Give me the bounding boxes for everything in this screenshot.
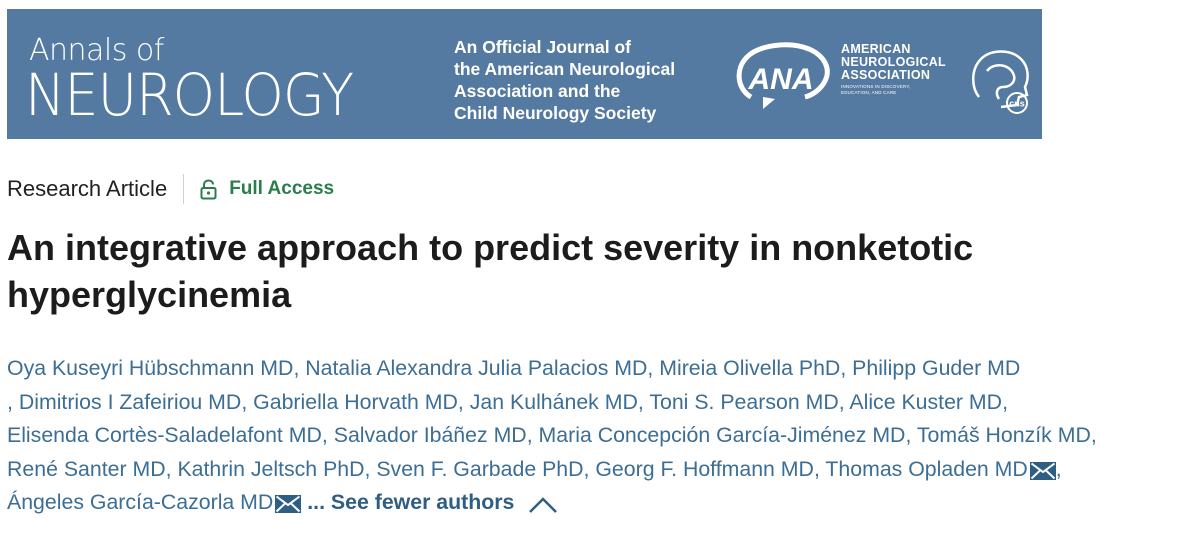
author-link[interactable]: Sven F. Garbade PhD xyxy=(376,456,584,481)
tagline-line: An Official Journal of xyxy=(454,37,631,57)
ellipsis: ... xyxy=(307,490,325,514)
tagline-line: Child Neurology Society xyxy=(454,103,657,123)
author-link[interactable]: Philipp Guder MD xyxy=(852,356,1021,380)
see-fewer-label: See fewer authors xyxy=(330,490,515,514)
cns-logo-text: cns xyxy=(1009,99,1025,109)
cns-logo-icon: cns xyxy=(972,50,1029,114)
lock-open-icon xyxy=(200,178,217,199)
access-label: Full Access xyxy=(229,178,335,199)
meta-divider xyxy=(183,174,185,204)
tagline-line: Association and the xyxy=(454,81,621,101)
author-link[interactable]: René Santer MD xyxy=(7,456,166,481)
ana-name: AMERICAN NEUROLOGICAL ASSOCIATION INNOVA… xyxy=(841,43,946,96)
author-link[interactable]: Kathrin Jeltsch PhD xyxy=(177,456,365,481)
ana-logo-text: ANA xyxy=(748,63,814,96)
article-meta: Research Article Full Access xyxy=(7,173,334,205)
author-link[interactable]: Georg F. Hoffmann MD xyxy=(595,456,814,481)
access-badge: Full Access xyxy=(200,178,334,200)
author-link[interactable]: Salvador Ibáñez MD xyxy=(333,423,527,447)
author-link[interactable]: Toni S. Pearson MD xyxy=(649,389,839,414)
ana-subtitle-line: EDUCATION, AND CARE xyxy=(841,90,897,95)
ana-name-line: ASSOCIATION xyxy=(841,68,931,82)
ana-name-line: NEUROLOGICAL xyxy=(841,55,946,69)
journal-name-line2: NEUROLOGY xyxy=(25,61,354,129)
ana-name-line: AMERICAN xyxy=(841,42,911,56)
author-link[interactable]: Thomas Opladen MD xyxy=(825,456,1028,481)
author-link[interactable]: Ángeles García-Cazorla MD xyxy=(7,490,274,514)
tagline-line: the American Neurological xyxy=(454,59,676,79)
author-link[interactable]: Oya Kuseyri Hübschmann MD xyxy=(7,356,294,380)
author-link[interactable]: Mireia Olivella PhD xyxy=(659,356,841,380)
chevron-up-icon xyxy=(529,497,558,513)
author-link[interactable]: Dimitrios I Zafeiriou MD xyxy=(18,389,242,414)
see-fewer-authors-button[interactable]: ... See fewer authors xyxy=(301,490,558,514)
author-link[interactable]: Alice Kuster MD xyxy=(849,389,1003,414)
author-link[interactable]: Tomáš Honzík MD xyxy=(916,423,1091,447)
ana-subtitle-line: INNOVATIONS IN DISCOVERY, xyxy=(841,84,911,89)
mail-icon[interactable] xyxy=(1029,461,1056,480)
author-link[interactable]: Jan Kulhánek MD xyxy=(469,389,638,414)
author-link[interactable]: Gabriella Horvath MD xyxy=(253,389,458,414)
author-link[interactable]: Elisenda Cortès-Saladelafont MD xyxy=(7,423,322,447)
article-type: Research Article xyxy=(7,176,168,201)
article-title: An integrative approach to predict sever… xyxy=(7,227,974,315)
author-link[interactable]: Maria Concepción García-Jiménez MD xyxy=(538,423,906,447)
author-link[interactable]: Natalia Alexandra Julia Palacios MD xyxy=(305,356,648,380)
author-list: Oya Kuseyri Hübschmann MD, Natalia Alexa… xyxy=(7,356,1097,514)
journal-tagline: An Official Journal of the American Neur… xyxy=(454,36,675,124)
ana-logo-icon: ANA xyxy=(736,42,830,109)
ana-subtitle: INNOVATIONS IN DISCOVERY, EDUCATION, AND… xyxy=(841,84,946,96)
journal-banner[interactable]: Annals of NEUROLOGY An Official Journal … xyxy=(7,9,1042,139)
journal-name-line1: Annals of xyxy=(29,33,164,68)
mail-icon[interactable] xyxy=(275,495,302,513)
